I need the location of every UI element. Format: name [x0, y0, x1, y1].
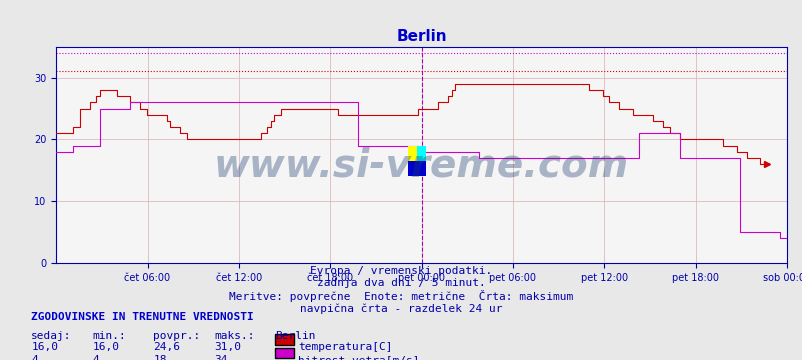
Text: Berlin: Berlin	[275, 330, 315, 341]
Text: sedaj:: sedaj:	[31, 330, 71, 341]
Text: maks.:: maks.:	[214, 330, 254, 341]
Text: 16,0: 16,0	[92, 342, 119, 352]
Text: 24,6: 24,6	[153, 342, 180, 352]
Text: 4: 4	[31, 355, 38, 360]
Text: hitrost vetra[m/s]: hitrost vetra[m/s]	[298, 355, 419, 360]
Title: Berlin: Berlin	[395, 29, 447, 44]
FancyBboxPatch shape	[274, 334, 294, 345]
Text: www.si-vreme.com: www.si-vreme.com	[213, 147, 629, 185]
Text: 16,0: 16,0	[31, 342, 59, 352]
FancyBboxPatch shape	[274, 347, 294, 358]
Bar	[408, 161, 425, 176]
Text: 4: 4	[92, 355, 99, 360]
Text: 18: 18	[153, 355, 167, 360]
Text: povpr.:: povpr.:	[153, 330, 200, 341]
Bar	[408, 145, 417, 176]
Text: 31,0: 31,0	[214, 342, 241, 352]
Text: ZGODOVINSKE IN TRENUTNE VREDNOSTI: ZGODOVINSKE IN TRENUTNE VREDNOSTI	[31, 312, 253, 322]
Text: min.:: min.:	[92, 330, 126, 341]
Text: 34: 34	[214, 355, 228, 360]
Bar	[417, 145, 425, 176]
Text: temperatura[C]: temperatura[C]	[298, 342, 392, 352]
Text: Evropa / vremenski podatki.
zadnja dva dni / 5 minut.
Meritve: povprečne  Enote:: Evropa / vremenski podatki. zadnja dva d…	[229, 266, 573, 314]
